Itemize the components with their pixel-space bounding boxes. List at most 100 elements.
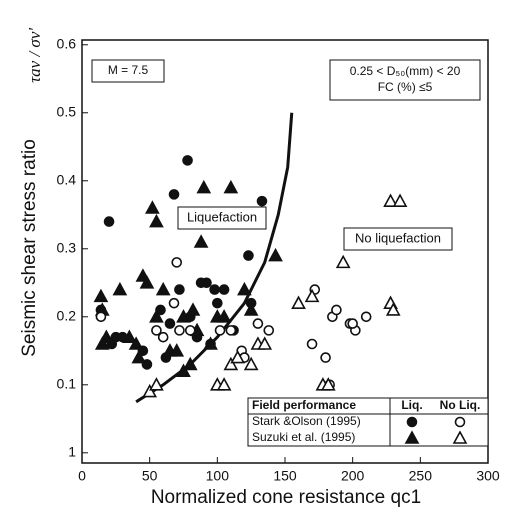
y-axis-handwritten: τav / σv' — [25, 28, 44, 83]
marker — [149, 309, 164, 323]
legend-column: No Liq. — [440, 398, 481, 412]
legend-row: Suzuki et al. (1995) — [252, 430, 355, 444]
marker — [142, 383, 158, 398]
y-tick-label: 0.3 — [57, 239, 77, 255]
marker — [182, 356, 198, 371]
marker — [385, 302, 401, 316]
x-tick-label: 100 — [206, 468, 230, 484]
marker — [216, 377, 232, 391]
marker — [392, 193, 408, 207]
marker — [176, 363, 191, 377]
y-tick-label: 0.1 — [57, 375, 77, 391]
marker — [151, 325, 162, 336]
y-tick-label: 0.5 — [57, 103, 77, 119]
legend-title: Field performance — [252, 398, 356, 412]
marker — [196, 179, 212, 194]
marker — [360, 311, 372, 323]
marker — [320, 377, 336, 391]
marker — [155, 281, 171, 296]
x-axis-label: Normalized cone resistance qc1 — [151, 487, 421, 508]
marker — [304, 288, 320, 303]
marker — [256, 195, 268, 207]
marker — [212, 297, 223, 309]
marker — [131, 349, 147, 364]
marker — [149, 377, 164, 391]
marker — [164, 318, 176, 329]
boundary-curve — [135, 112, 294, 404]
marker — [185, 302, 201, 316]
y-tick-label: 1 — [68, 444, 76, 460]
marker — [257, 336, 273, 350]
x-tick-label: 150 — [273, 468, 297, 484]
marker — [99, 329, 114, 343]
marker — [145, 200, 160, 214]
marker — [184, 325, 196, 336]
annotation: No liquefaction — [355, 230, 441, 245]
marker — [216, 309, 232, 323]
annotation-box — [177, 206, 267, 230]
marker — [243, 302, 259, 316]
x-tick-label: 200 — [341, 468, 365, 484]
x-tick-label: 250 — [409, 468, 433, 484]
marker — [263, 325, 275, 336]
legend-marker — [452, 430, 468, 444]
marker — [139, 275, 155, 289]
marker — [347, 318, 358, 329]
marker — [243, 356, 259, 371]
marker — [225, 325, 237, 336]
annotation-box — [91, 59, 165, 83]
legend-row: Stark &Olson (1995) — [252, 414, 361, 428]
y-tick-label: 0.6 — [57, 35, 77, 51]
marker — [223, 356, 239, 371]
marker — [193, 234, 209, 248]
marker — [218, 284, 230, 295]
marker — [306, 338, 318, 350]
legend-box — [247, 397, 489, 447]
marker — [252, 318, 264, 329]
annotation: M = 7.5 — [108, 63, 149, 77]
legend-marker — [454, 416, 466, 428]
marker — [174, 325, 185, 336]
marker — [112, 281, 128, 296]
marker — [149, 213, 164, 228]
annotation: FC (%) ≤5 — [378, 80, 433, 94]
annotation: Liquefaction — [187, 209, 257, 224]
legend: Field performance Liq. No Liq. Stark &Olso… — [247, 397, 489, 447]
annotation: 0.25 < D₅₀(mm) < 20 — [350, 64, 461, 78]
x-tick-label: 300 — [476, 468, 500, 484]
marker — [95, 311, 107, 323]
marker — [223, 179, 239, 194]
marker — [182, 155, 193, 166]
marker — [268, 247, 283, 262]
marker — [157, 331, 169, 343]
marker — [331, 304, 342, 316]
x-tick-label: 50 — [142, 468, 158, 484]
legend-column: Liq. — [401, 398, 422, 412]
marker — [174, 284, 185, 295]
marker — [243, 250, 254, 261]
marker — [169, 343, 185, 357]
marker — [171, 257, 183, 268]
annotation-box — [343, 227, 453, 251]
x-tick-label: 0 — [78, 468, 86, 484]
annotation-box — [329, 59, 481, 101]
marker — [122, 329, 137, 343]
y-axis-label: Seismic shear stress ratio — [19, 139, 40, 357]
marker — [93, 288, 109, 303]
legend-marker — [406, 416, 418, 428]
marker — [209, 284, 220, 295]
marker — [230, 349, 245, 364]
marker — [201, 277, 212, 289]
marker — [214, 325, 226, 336]
marker — [237, 281, 252, 296]
marker — [383, 193, 398, 207]
marker — [176, 309, 191, 323]
marker — [291, 295, 306, 309]
y-tick-label: 0.2 — [57, 307, 77, 323]
marker — [103, 216, 115, 227]
legend-marker — [404, 430, 420, 444]
marker — [335, 254, 351, 269]
y-tick-label: 0.4 — [57, 171, 77, 187]
marker — [168, 297, 180, 309]
